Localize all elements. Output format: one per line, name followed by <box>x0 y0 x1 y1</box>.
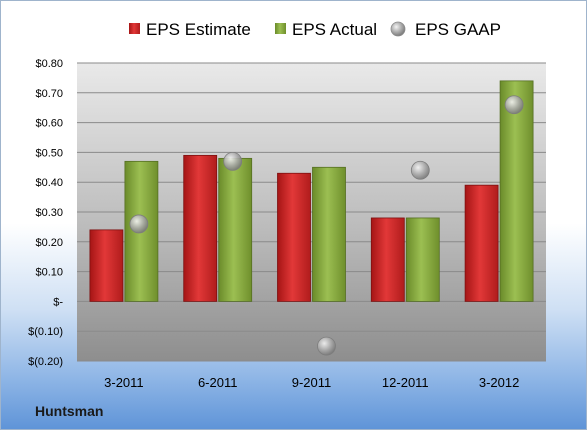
legend-swatch-eps-estimate <box>129 23 140 34</box>
y-tick-label: $(0.10) <box>28 326 63 338</box>
bar-eps-estimate-3-2011 <box>89 229 124 302</box>
marker-eps-gaap-3-2011 <box>129 214 149 234</box>
gaap-markers <box>129 95 524 356</box>
marker-eps-gaap-6-2011 <box>223 151 243 171</box>
y-tick-label: $0.70 <box>35 88 63 100</box>
bar-eps-estimate-12-2011 <box>370 217 405 302</box>
legend-label-eps-actual: EPS Actual <box>292 20 377 39</box>
y-axis-ticks: $(0.20) $(0.10) $- $0.10 $0.20 $0.30 $0.40 $0.5… <box>28 58 63 368</box>
legend-label-eps-gaap: EPS GAAP <box>415 20 501 39</box>
y-tick-label: $- <box>53 296 63 308</box>
y-tick-label: $(0.20) <box>28 356 63 368</box>
y-tick-label: $0.40 <box>35 177 63 189</box>
x-tick-label: 3-2012 <box>479 375 519 390</box>
y-tick-label: $0.30 <box>35 207 63 219</box>
marker-eps-gaap-9-2011 <box>317 336 336 356</box>
x-tick-label: 9-2011 <box>292 375 332 390</box>
bar-eps-estimate-6-2011 <box>183 154 218 302</box>
bar-eps-actual-12-2011 <box>405 217 440 302</box>
marker-eps-gaap-12-2011 <box>410 160 430 180</box>
bars <box>89 80 534 302</box>
y-tick-label: $0.80 <box>35 58 63 70</box>
legend: EPS Estimate EPS Actual EPS GAAP <box>129 20 501 39</box>
x-tick-label: 6-2011 <box>198 375 238 390</box>
company-name: Huntsman <box>35 403 104 419</box>
bar-eps-estimate-3-2012 <box>464 184 499 302</box>
bar-eps-actual-6-2011 <box>218 157 253 302</box>
bar-eps-actual-3-2012 <box>499 80 534 302</box>
y-tick-label: $0.10 <box>35 267 63 279</box>
x-tick-label: 12-2011 <box>382 375 429 390</box>
x-tick-label: 3-2011 <box>104 375 144 390</box>
bar-eps-actual-9-2011 <box>312 166 346 302</box>
legend-label-eps-estimate: EPS Estimate <box>146 20 251 39</box>
y-tick-label: $0.60 <box>35 118 63 130</box>
x-axis-labels: 3-2011 6-2011 9-2011 12-2011 3-2012 <box>104 375 519 390</box>
legend-marker-eps-gaap <box>390 21 406 37</box>
marker-eps-gaap-3-2012 <box>504 95 524 115</box>
y-tick-label: $0.20 <box>35 237 63 249</box>
y-tick-label: $0.50 <box>35 147 63 159</box>
bar-eps-estimate-9-2011 <box>277 172 311 302</box>
legend-swatch-eps-actual <box>275 23 286 34</box>
